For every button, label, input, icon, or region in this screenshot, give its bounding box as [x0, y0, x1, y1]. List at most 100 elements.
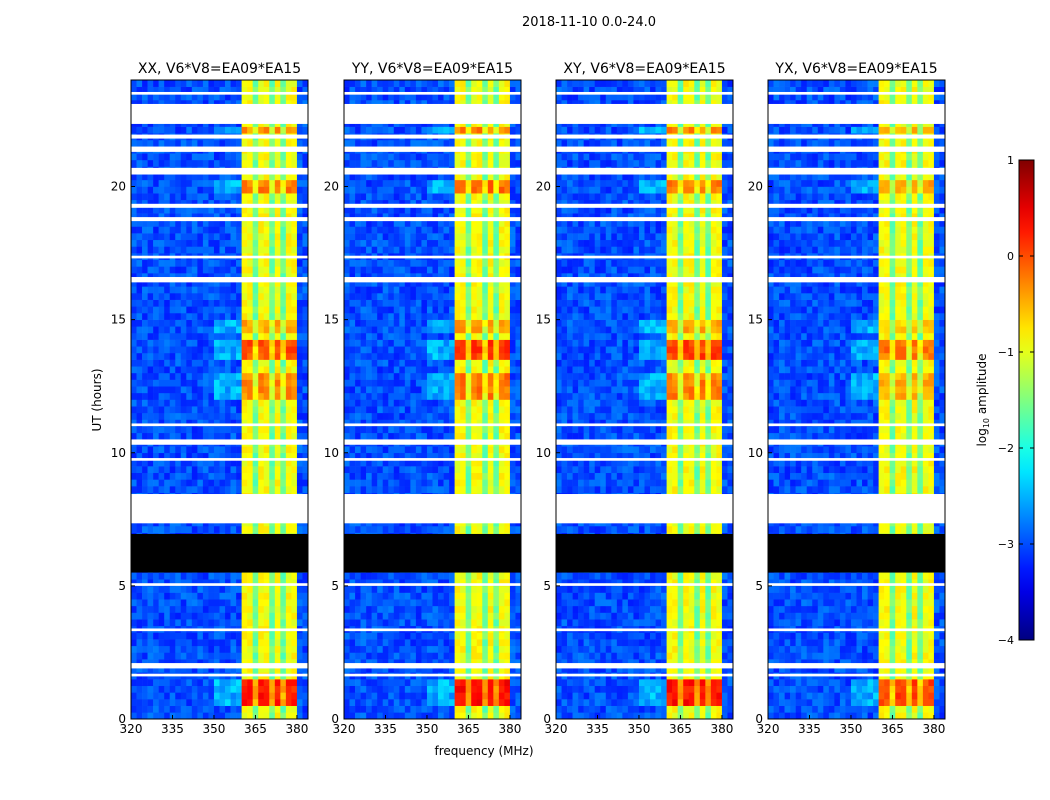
heatmap-cell [377, 592, 384, 600]
heatmap-cell [197, 486, 204, 493]
heatmap-cell [415, 645, 422, 653]
heatmap-cell [153, 219, 159, 227]
heatmap-cell [180, 645, 187, 653]
heatmap-cell [186, 419, 193, 427]
heatmap-cell [482, 705, 489, 713]
heatmap-cell [404, 399, 411, 407]
heatmap-cell [438, 619, 444, 627]
heatmap-cell [175, 579, 182, 587]
heatmap-cell [454, 412, 461, 420]
heatmap-cell [136, 86, 143, 94]
heatmap-cell [471, 592, 478, 600]
heatmap-cell [147, 585, 154, 593]
heatmap-cell [371, 592, 378, 600]
heatmap-cell [476, 685, 483, 693]
heatmap-cell [285, 226, 292, 234]
heatmap-cell [208, 665, 215, 673]
heatmap-cell [147, 346, 154, 354]
heatmap-cell [471, 632, 478, 640]
heatmap-cell [460, 685, 466, 693]
heatmap-cell [388, 426, 395, 434]
heatmap-cell [465, 659, 472, 667]
heatmap-cell [219, 366, 226, 374]
heatmap-cell [252, 153, 259, 161]
heatmap-cell [371, 379, 378, 387]
heatmap-cell [230, 712, 237, 720]
heatmap-cell [131, 99, 137, 107]
heatmap-cell [213, 372, 220, 380]
heatmap-cell [225, 659, 231, 667]
heatmap-cell [498, 332, 505, 340]
heatmap-cell [382, 692, 389, 700]
heatmap-cell [180, 326, 187, 334]
heatmap-cell [274, 466, 281, 474]
heatmap-cell [236, 692, 242, 700]
heatmap-cell [382, 339, 389, 347]
heatmap-cell [415, 479, 422, 487]
heatmap-cell [258, 233, 265, 241]
heatmap-cell [454, 452, 461, 460]
heatmap-cell [432, 699, 439, 706]
heatmap-cell [263, 173, 270, 181]
heatmap-cell [410, 332, 417, 340]
heatmap-cell [197, 326, 204, 334]
heatmap-cell [291, 446, 298, 454]
heatmap-cell [471, 472, 478, 480]
heatmap-cell [164, 699, 171, 706]
heatmap-cell [213, 472, 220, 480]
heatmap-cell [404, 605, 411, 613]
heatmap-cell [247, 246, 253, 254]
heatmap-cell [158, 419, 165, 427]
heatmap-cell [344, 392, 350, 400]
heatmap-cell [296, 406, 303, 414]
heatmap-cell [186, 639, 193, 647]
heatmap-cell [302, 99, 309, 107]
heatmap-cell [460, 632, 466, 640]
heatmap-cell [454, 426, 461, 434]
heatmap-cell [349, 692, 356, 700]
heatmap-cell [258, 179, 265, 187]
heatmap-cell [432, 612, 439, 620]
heatmap-cell [186, 80, 193, 87]
heatmap-cell [230, 452, 237, 460]
heatmap-cell [410, 592, 417, 600]
heatmap-cell [153, 339, 159, 347]
heatmap-cell [213, 99, 220, 107]
heatmap-cell [460, 679, 466, 687]
heatmap-cell [515, 346, 522, 354]
heatmap-cell [302, 213, 309, 221]
heatmap-cell [186, 339, 193, 347]
heatmap-cell [498, 705, 505, 713]
heatmap-cell [169, 599, 176, 607]
heatmap-cell [355, 692, 361, 700]
heatmap-cell [136, 153, 143, 161]
heatmap-cell [509, 665, 516, 673]
heatmap-cell [202, 239, 209, 247]
heatmap-cell [280, 93, 287, 101]
heatmap-cell [280, 525, 287, 533]
heatmap-cell [225, 139, 231, 147]
heatmap-cell [421, 572, 428, 580]
heatmap-cell [421, 525, 428, 533]
heatmap-cell [438, 359, 444, 367]
heatmap-cell [213, 679, 220, 687]
heatmap-cell [366, 692, 372, 700]
heatmap-cell [465, 685, 472, 693]
heatmap-cell [285, 179, 292, 187]
heatmap-cell [404, 692, 411, 700]
heatmap-cell [153, 379, 159, 387]
heatmap-cell [225, 579, 231, 587]
heatmap-cell [136, 366, 143, 374]
heatmap-cell [164, 572, 171, 580]
heatmap-cell [153, 652, 159, 660]
heatmap-cell [291, 712, 298, 720]
heatmap-cell [449, 685, 455, 693]
heatmap-cell [438, 632, 444, 640]
heatmap-cell [164, 585, 171, 593]
heatmap-cell [291, 359, 298, 367]
heatmap-cell [509, 372, 516, 380]
heatmap-cell [153, 619, 159, 627]
heatmap-cell [158, 80, 165, 87]
heatmap-cell [169, 432, 176, 440]
heatmap-cell [236, 652, 242, 660]
